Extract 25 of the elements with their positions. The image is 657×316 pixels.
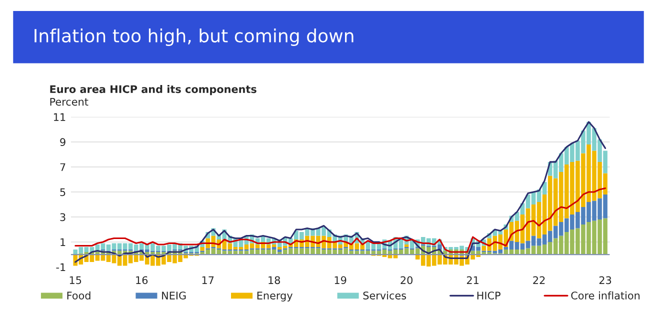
- x-tick-label: 17: [202, 276, 214, 284]
- y-tick-label: 5: [60, 188, 66, 196]
- legend-label: Energy: [257, 292, 293, 302]
- legend-label: Core inflation: [571, 291, 640, 300]
- legend-label: Services: [363, 291, 406, 300]
- y-tick-label: 11: [54, 113, 66, 121]
- legend-label: NEIG: [162, 292, 186, 300]
- y-tick-label: 3: [60, 213, 66, 222]
- y-tick-label: 1: [60, 238, 66, 246]
- y-axis-title: Percent: [50, 98, 88, 106]
- chart-subtitle: Euro area HICP and its components: [50, 85, 256, 96]
- x-tick-label: 15: [70, 276, 82, 284]
- y-tick-label: 7: [60, 163, 66, 171]
- y-tick-label: 9: [60, 138, 66, 146]
- x-tick-label: 19: [334, 276, 346, 284]
- x-tick-label: 16: [136, 276, 148, 284]
- x-tick-label: 23: [599, 276, 612, 284]
- x-tick-label: 21: [466, 276, 478, 284]
- x-tick-label: 20: [400, 276, 412, 284]
- y-tick-label: -1: [56, 263, 66, 271]
- x-tick-label: 22: [533, 276, 545, 284]
- legend-label: Food: [67, 291, 90, 300]
- x-tick-label: 18: [268, 276, 280, 284]
- chart-title: Inflation too high, but coming down: [34, 28, 354, 46]
- legend-label: HICP: [477, 292, 500, 300]
